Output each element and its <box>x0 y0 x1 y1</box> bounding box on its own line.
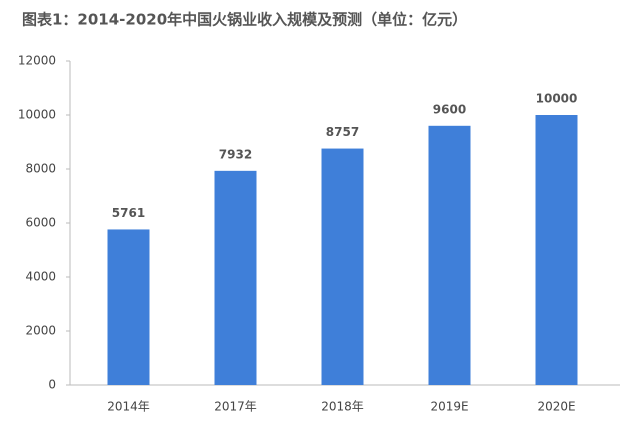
y-tick-label: 8000 <box>25 162 56 176</box>
chart-title: 图表1：2014-2020年中国火锅业收入规模及预测（单位：亿元） <box>22 11 467 29</box>
bar <box>321 148 364 385</box>
value-label: 7932 <box>219 147 252 161</box>
x-tick-label: 2018年 <box>321 400 364 414</box>
x-tick-label: 2019E <box>430 400 468 414</box>
y-tick-label: 10000 <box>18 108 56 122</box>
bar <box>535 115 578 385</box>
x-tick-label: 2014年 <box>107 400 150 414</box>
y-tick-label: 4000 <box>25 270 56 284</box>
bar <box>214 170 257 385</box>
value-label: 5761 <box>112 206 145 220</box>
x-tick-label: 2020E <box>537 400 575 414</box>
y-tick-label: 0 <box>48 378 56 392</box>
value-label: 9600 <box>433 102 466 116</box>
x-tick-label: 2017年 <box>214 400 257 414</box>
value-label: 10000 <box>536 92 578 106</box>
y-tick-label: 6000 <box>25 216 56 230</box>
y-tick-label: 12000 <box>18 54 56 68</box>
value-label: 8757 <box>326 125 359 139</box>
bar <box>428 125 471 386</box>
bar <box>107 229 150 385</box>
y-tick-label: 2000 <box>25 324 56 338</box>
